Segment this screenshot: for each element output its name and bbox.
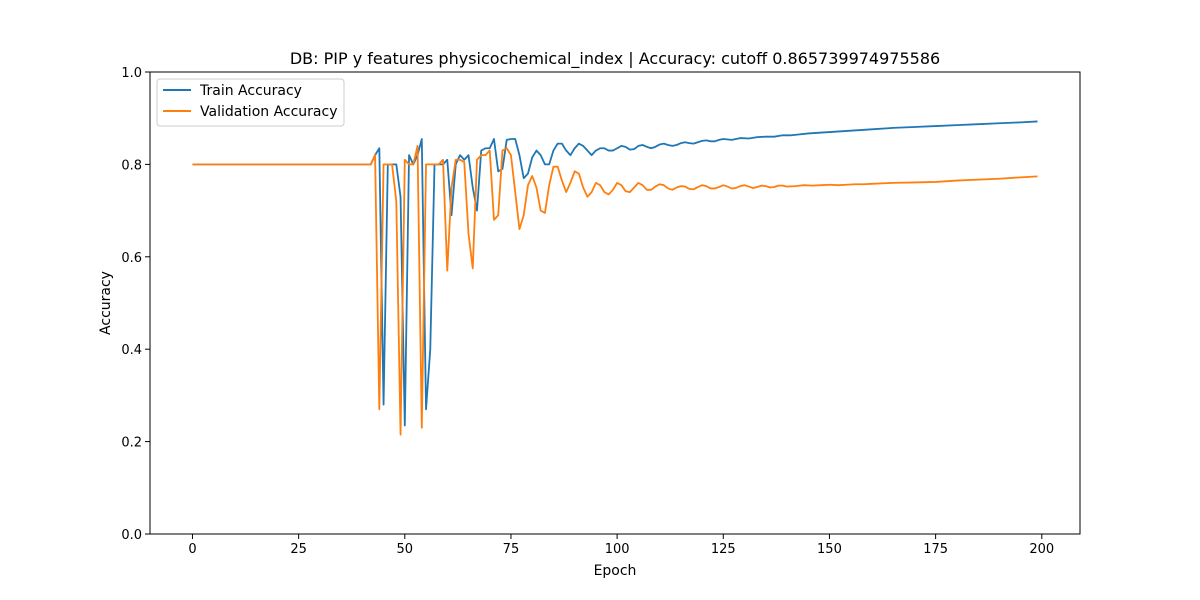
legend-frame bbox=[156, 78, 345, 127]
x-axis-label: Epoch bbox=[594, 563, 637, 579]
series-lines bbox=[192, 120, 1038, 436]
x-tick-label: 150 bbox=[817, 542, 842, 557]
y-tick-label: 0.6 bbox=[121, 251, 142, 266]
y-tick-label: 0.8 bbox=[121, 158, 142, 173]
x-tick-label: 125 bbox=[711, 542, 736, 557]
x-tick-label: 50 bbox=[397, 542, 414, 557]
y-tick-label: 0.4 bbox=[121, 343, 142, 358]
chart-title: DB: PIP y features physicochemical_index… bbox=[290, 49, 940, 69]
legend-label-validation: Validation Accuracy bbox=[200, 104, 338, 120]
plot-frame bbox=[149, 71, 1081, 535]
plot-area bbox=[150, 72, 1080, 534]
y-tick-label: 1.0 bbox=[121, 66, 142, 81]
x-tick-label: 75 bbox=[503, 542, 520, 557]
x-tick-label: 0 bbox=[188, 542, 196, 557]
x-tick-label: 200 bbox=[1029, 542, 1054, 557]
x-tick-label: 175 bbox=[923, 542, 948, 557]
x-tick-label: 100 bbox=[605, 542, 630, 557]
legend: Train Accuracy Validation Accuracy bbox=[156, 78, 345, 127]
y-axis: 0.0 0.2 0.4 0.6 0.8 1.0 bbox=[121, 66, 150, 543]
x-tick-label: 25 bbox=[290, 542, 307, 557]
y-tick-label: 0.2 bbox=[121, 436, 142, 451]
y-axis-label: Accuracy bbox=[98, 271, 114, 335]
x-axis: 0 25 50 75 100 125 150 175 200 bbox=[188, 534, 1054, 557]
legend-label-train: Train Accuracy bbox=[199, 83, 302, 99]
y-tick-label: 0.0 bbox=[121, 528, 142, 543]
series-line-validation bbox=[192, 145, 1038, 436]
series-line-train bbox=[192, 120, 1038, 427]
